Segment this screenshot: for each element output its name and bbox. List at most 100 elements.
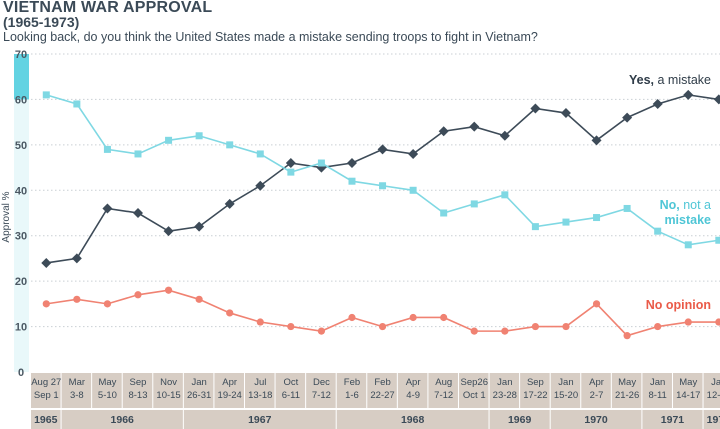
data-point [102, 203, 113, 214]
x-year-1970: 1970 [584, 414, 608, 426]
x-category-cell [153, 373, 183, 408]
x-category-cell [581, 373, 611, 408]
data-point [623, 332, 631, 340]
data-point [226, 309, 234, 317]
x-category-cell [306, 373, 336, 408]
data-point [346, 158, 357, 169]
data-point [378, 322, 387, 331]
x-tick-label: Dec [313, 377, 330, 388]
data-point [224, 198, 235, 209]
data-point [470, 200, 478, 208]
data-point [715, 318, 720, 326]
data-point [592, 300, 601, 308]
data-point [622, 112, 633, 123]
data-point [499, 130, 510, 141]
y-tick-label: 30 [15, 231, 27, 243]
x-tick-label: Jan [558, 377, 573, 388]
y-tick-label: 70 [15, 49, 27, 61]
data-point [440, 209, 448, 217]
x-category-cell [275, 373, 306, 408]
data-point [103, 145, 111, 153]
y-axis-band [14, 54, 29, 372]
data-point [438, 126, 449, 137]
x-year-cell [642, 410, 703, 429]
data-point [42, 91, 50, 99]
x-year-cell [183, 410, 336, 429]
x-tick-label: 3-8 [70, 390, 84, 401]
x-tick-label: Oct [283, 377, 298, 388]
data-point [256, 150, 264, 158]
x-tick-label: 15-20 [554, 390, 578, 401]
data-point [73, 100, 81, 108]
data-point [654, 227, 662, 235]
x-tick-label: Jul [254, 377, 266, 388]
data-point [377, 144, 388, 155]
data-point [287, 168, 295, 176]
data-point [562, 218, 570, 226]
x-category-cell [31, 373, 61, 408]
data-point [409, 313, 417, 322]
x-tick-label: Apr [589, 377, 604, 388]
series-label-no-opinion: No opinion [646, 298, 711, 312]
data-point [530, 103, 541, 114]
x-tick-label: Aug 27 [31, 377, 61, 388]
x-year-cell [61, 410, 183, 429]
x-year-1968: 1968 [401, 414, 425, 426]
x-category-cell [458, 373, 489, 408]
x-tick-label: 5-10 [98, 390, 117, 401]
data-point [256, 318, 264, 326]
data-point [317, 327, 326, 335]
x-tick-label: 4-9 [406, 390, 420, 401]
y-tick-label: 60 [15, 94, 27, 106]
y-tick-label: 20 [15, 276, 27, 288]
x-category-cell [183, 373, 214, 408]
x-tick-label: Feb [374, 377, 390, 388]
x-tick-label: 22-27 [370, 390, 394, 401]
x-category-cell [92, 373, 122, 408]
series-line-1 [46, 94, 719, 246]
data-point [440, 313, 448, 322]
data-point [654, 322, 662, 331]
x-year-1973: 1973 [707, 414, 720, 426]
x-tick-label: Jan [711, 377, 720, 388]
x-tick-label: 14-17 [676, 390, 700, 401]
x-year-1971: 1971 [661, 414, 685, 426]
x-category-cell [122, 373, 153, 408]
series-line-0 [46, 94, 719, 264]
data-point [531, 322, 540, 331]
x-category-cell [336, 373, 367, 408]
x-year-cell [31, 410, 61, 429]
series-label-no-line2: mistake [664, 213, 711, 227]
data-point [501, 327, 509, 335]
x-tick-label: Aug [435, 377, 452, 388]
data-point [501, 191, 509, 199]
data-point [71, 253, 82, 264]
data-point [652, 98, 663, 109]
x-tick-label: Sep [527, 377, 544, 388]
x-category-cell [672, 373, 703, 408]
y-tick-label: 40 [15, 185, 27, 197]
chart-title: VIETNAM WAR APPROVAL [3, 0, 213, 16]
data-point [408, 148, 419, 159]
x-tick-label: 10-15 [156, 390, 180, 401]
x-tick-label: 21-26 [615, 390, 639, 401]
x-category-cell [61, 373, 92, 408]
x-tick-label: 26-31 [187, 390, 211, 401]
x-tick-label: May [679, 377, 697, 388]
data-point [73, 295, 81, 303]
x-year-cell [703, 410, 720, 429]
x-tick-label: 7-12 [312, 390, 331, 401]
x-tick-label: 8-11 [649, 390, 667, 401]
x-tick-label: 12-15 [707, 390, 720, 401]
data-point [684, 241, 692, 249]
data-point [317, 159, 325, 167]
x-tick-label: 1-6 [345, 390, 359, 401]
x-category-cell [397, 373, 428, 408]
y-tick-label: 50 [15, 140, 27, 152]
y-tick-label: 0 [18, 367, 24, 379]
data-point [42, 300, 50, 308]
data-point [348, 177, 356, 185]
data-point [348, 313, 356, 322]
data-point [684, 318, 692, 326]
